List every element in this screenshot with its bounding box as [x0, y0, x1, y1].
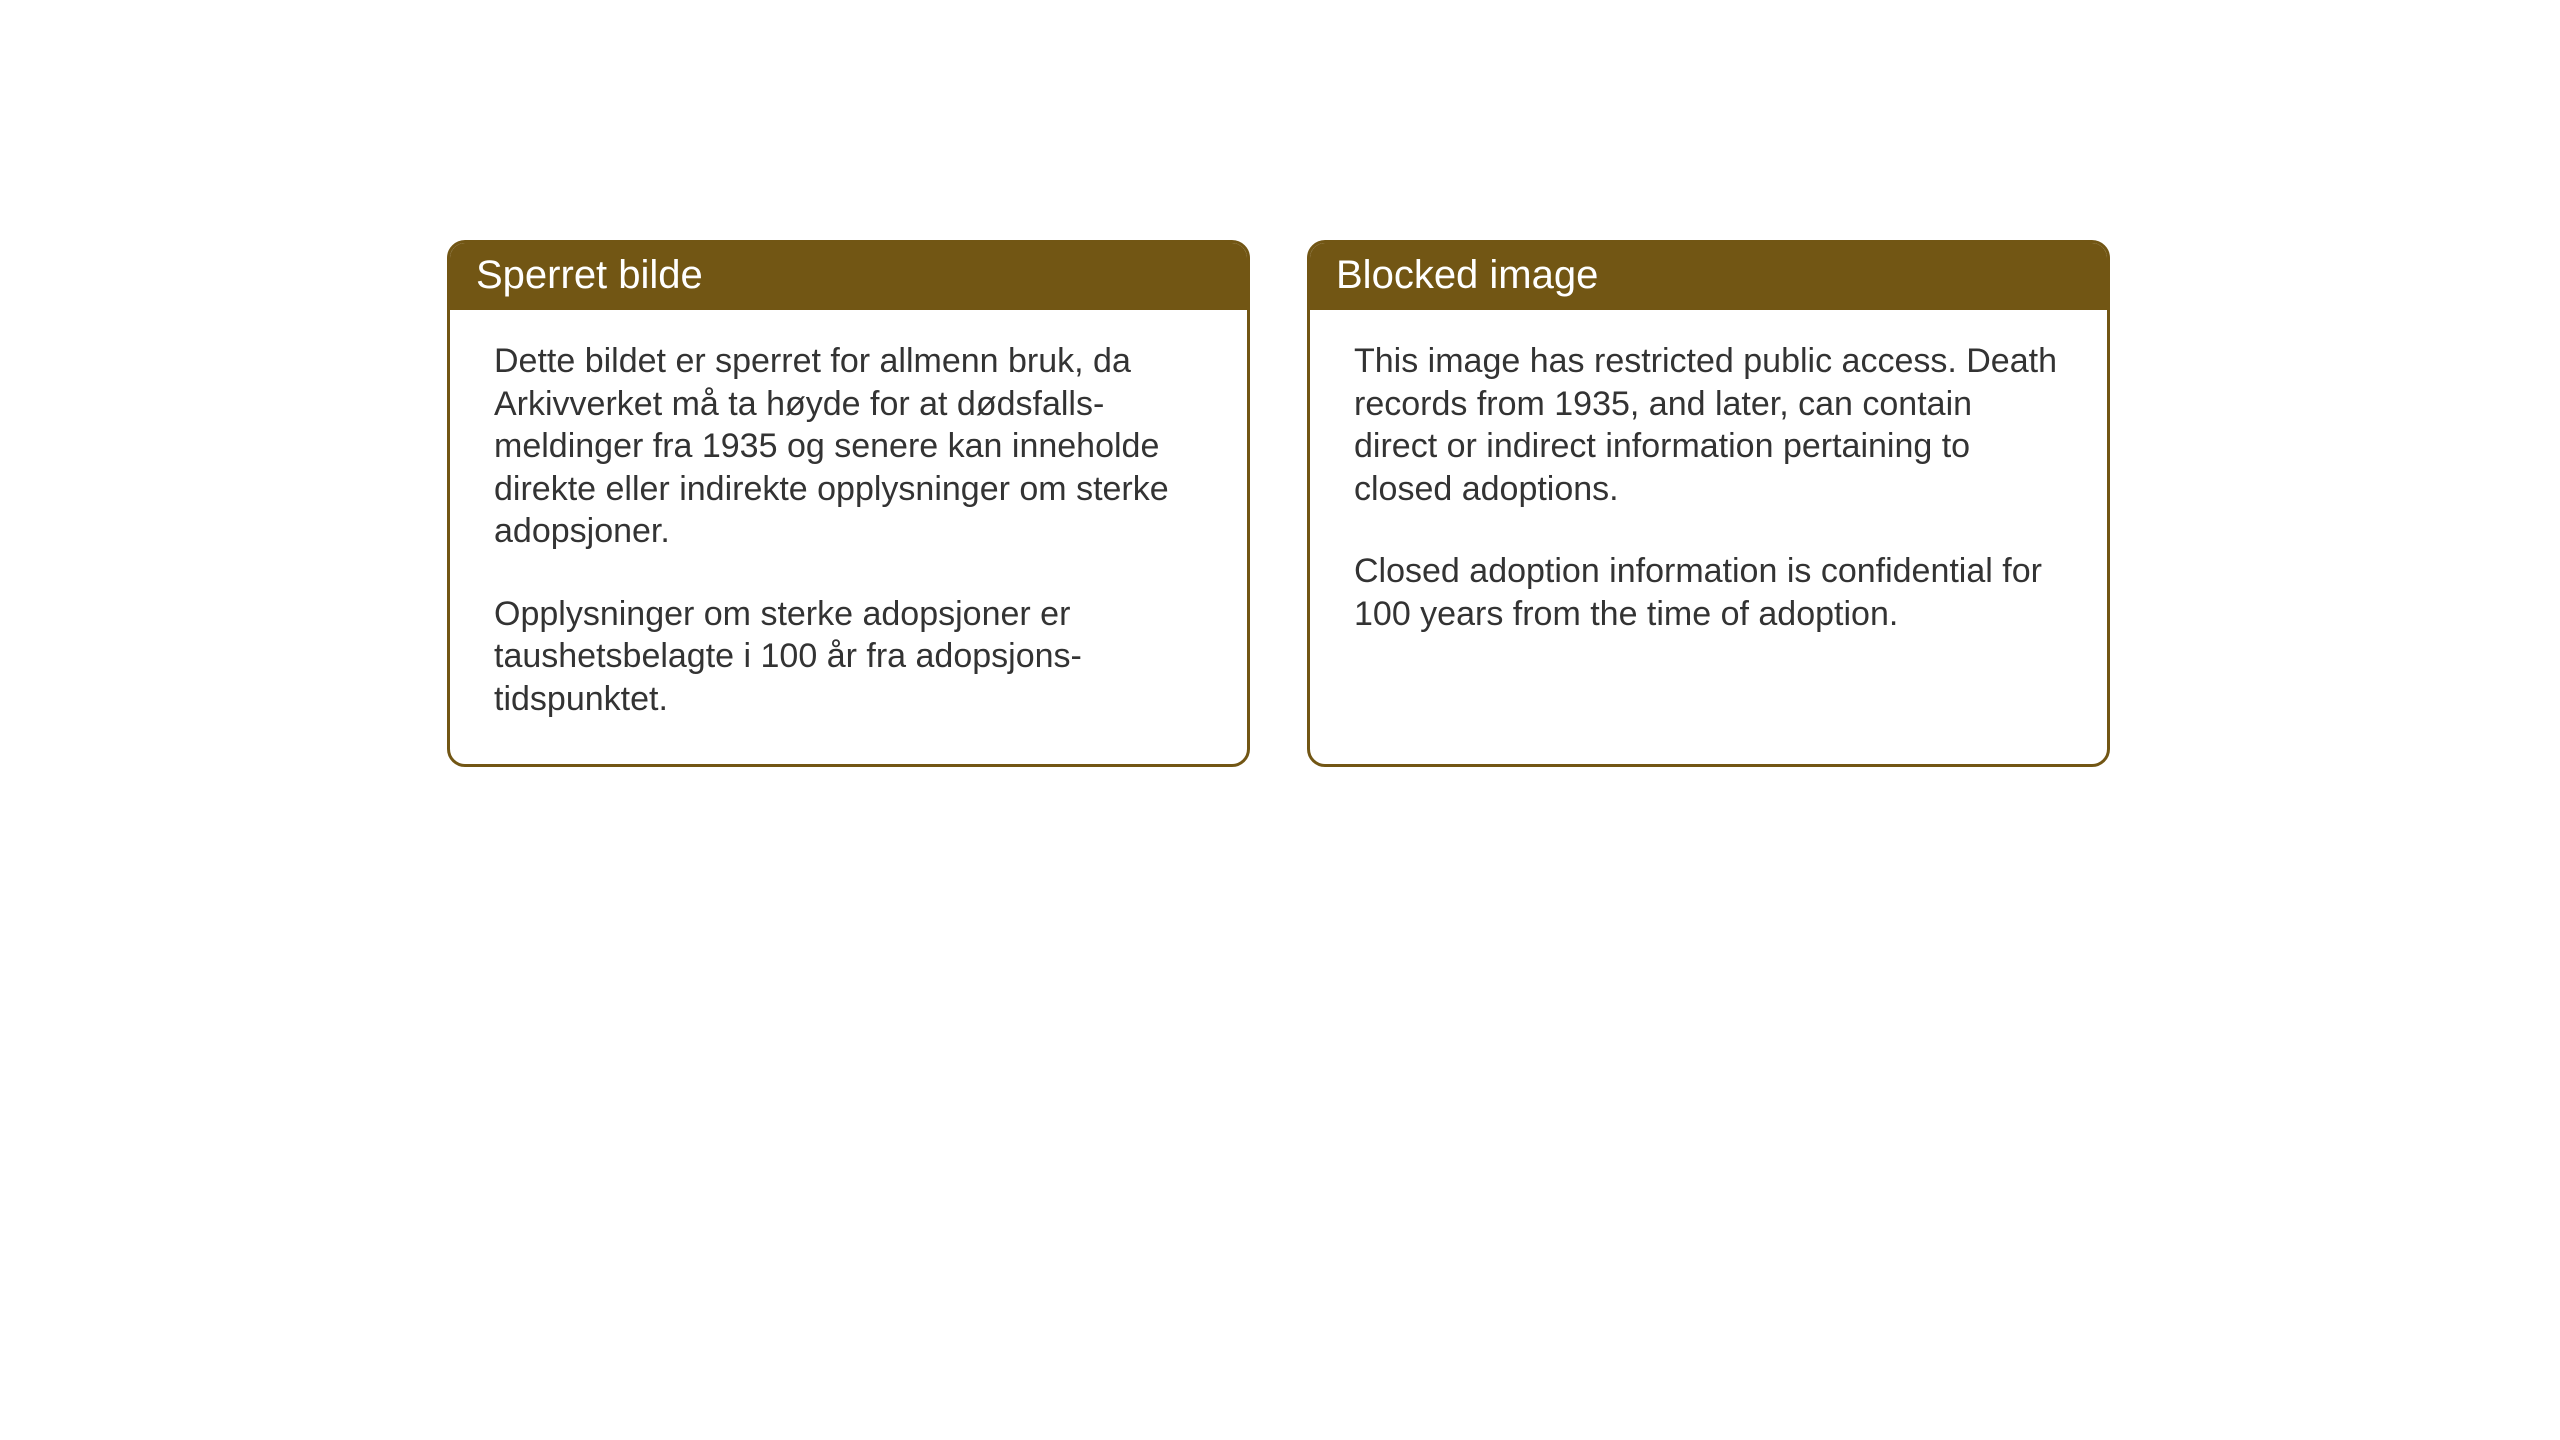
norwegian-card-body: Dette bildet er sperret for allmenn bruk…	[450, 310, 1247, 764]
english-card: Blocked image This image has restricted …	[1307, 240, 2110, 767]
english-card-title: Blocked image	[1336, 253, 1598, 297]
norwegian-card-header: Sperret bilde	[450, 243, 1247, 310]
english-paragraph-2: Closed adoption information is confident…	[1354, 550, 2063, 635]
english-card-body: This image has restricted public access.…	[1310, 310, 2107, 679]
cards-container: Sperret bilde Dette bildet er sperret fo…	[447, 240, 2110, 767]
norwegian-paragraph-1: Dette bildet er sperret for allmenn bruk…	[494, 340, 1203, 553]
norwegian-card-title: Sperret bilde	[476, 253, 703, 297]
english-paragraph-1: This image has restricted public access.…	[1354, 340, 2063, 510]
english-card-header: Blocked image	[1310, 243, 2107, 310]
norwegian-paragraph-2: Opplysninger om sterke adopsjoner er tau…	[494, 593, 1203, 721]
norwegian-card: Sperret bilde Dette bildet er sperret fo…	[447, 240, 1250, 767]
